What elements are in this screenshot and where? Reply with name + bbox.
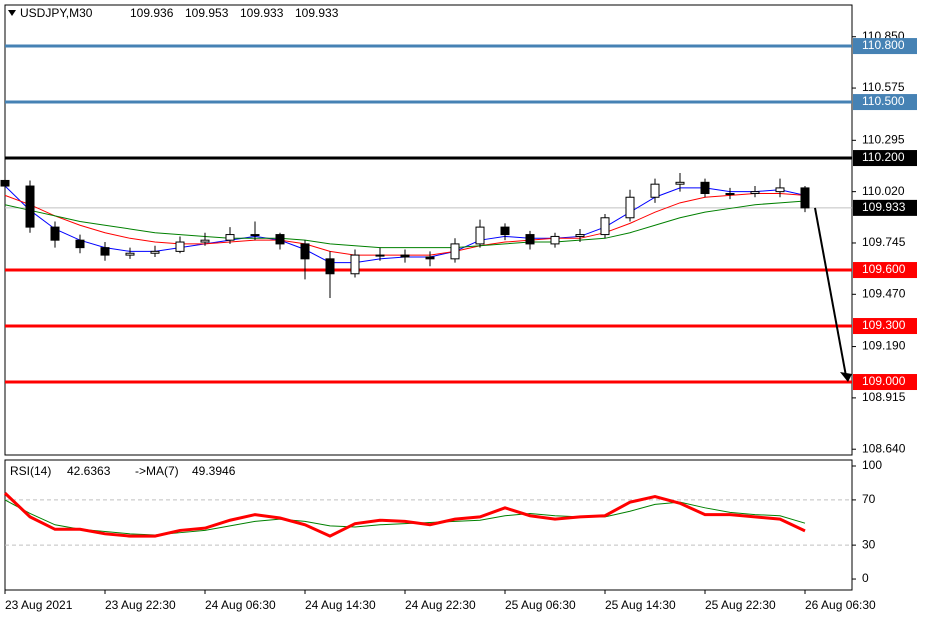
- level-label: 110.800: [862, 38, 905, 52]
- x-tick-label: 24 Aug 22:30: [405, 598, 476, 612]
- level-label: 109.300: [862, 318, 906, 332]
- rsi-y-tick-label: 0: [862, 571, 869, 585]
- level-label-box: [853, 262, 917, 279]
- moving-average: [4, 200, 806, 249]
- candle-body: [375, 254, 385, 257]
- level-label: 109.600: [862, 262, 906, 276]
- candle-body: [250, 234, 260, 237]
- candle-body: [350, 254, 360, 275]
- price-panel-frame: [4, 4, 853, 456]
- rsi-legend-value: 42.6363: [67, 464, 111, 478]
- rsi-legend-name: ->MA(7): [135, 464, 179, 478]
- x-tick-label: 23 Aug 2021: [5, 598, 73, 612]
- forecast-arrow: [814, 207, 847, 377]
- x-tick-label: 25 Aug 14:30: [605, 598, 676, 612]
- rsi-line: [4, 499, 806, 536]
- y-tick-label: 108.640: [862, 441, 906, 455]
- x-tick-label: 25 Aug 22:30: [705, 598, 776, 612]
- rsi-line: [3, 492, 806, 538]
- candle-body: [125, 252, 135, 256]
- symbol-menu-icon[interactable]: [8, 10, 16, 16]
- candle-body: [0, 179, 10, 187]
- rsi-legend-value: 49.3946: [192, 464, 236, 478]
- candle-body: [25, 185, 35, 228]
- quote-value: 109.953: [185, 6, 229, 20]
- candle-body: [200, 239, 210, 243]
- rsi-panel-frame: [4, 459, 853, 591]
- level-label-box: [853, 374, 917, 391]
- chart-title: USDJPY,M30: [20, 6, 93, 20]
- candle-body: [525, 234, 535, 245]
- y-tick-label: 109.470: [862, 286, 906, 300]
- level-label: 110.200: [862, 150, 905, 164]
- candle-body: [300, 243, 310, 260]
- candle-body: [600, 217, 610, 236]
- quote-value: 109.933: [240, 6, 284, 20]
- candle-body: [425, 256, 435, 260]
- candle-body: [100, 247, 110, 256]
- last-price-label: 109.933: [862, 200, 906, 214]
- rsi-y-tick-label: 100: [862, 458, 882, 472]
- candle-body: [675, 181, 685, 185]
- y-tick-label: 108.915: [862, 390, 906, 404]
- level-label-box: [853, 150, 917, 167]
- y-tick-label: 109.745: [862, 235, 906, 249]
- level-label-box: [853, 94, 917, 111]
- candle-body: [50, 226, 60, 241]
- x-tick-label: 23 Aug 22:30: [105, 598, 176, 612]
- x-tick-label: 25 Aug 06:30: [505, 598, 576, 612]
- y-tick-label: 110.020: [862, 184, 905, 198]
- rsi-y-tick-label: 70: [862, 492, 876, 506]
- candle-body: [700, 181, 710, 195]
- rsi-legend-name: RSI(14): [10, 464, 51, 478]
- candle-body: [150, 250, 160, 254]
- candle-body: [650, 183, 660, 198]
- candle-body: [625, 196, 635, 219]
- candle-body: [800, 187, 810, 209]
- candle-body: [400, 254, 410, 258]
- level-label: 109.000: [862, 374, 906, 388]
- forecast-arrowhead: [840, 372, 852, 383]
- level-label-box: [853, 318, 917, 335]
- candle-body: [275, 234, 285, 245]
- candle-body: [325, 258, 335, 275]
- candle-body: [775, 187, 785, 193]
- candle-body: [175, 241, 185, 252]
- y-tick-label: 110.295: [862, 132, 905, 146]
- last-price-box: [853, 199, 917, 216]
- rsi-y-tick-label: 30: [862, 537, 876, 551]
- candle-body: [475, 226, 485, 245]
- candle-body: [450, 243, 460, 260]
- quote-value: 109.933: [295, 6, 339, 20]
- level-label: 110.500: [862, 94, 905, 108]
- candle-body: [750, 191, 760, 195]
- x-tick-label: 24 Aug 06:30: [205, 598, 276, 612]
- candle-body: [500, 226, 510, 236]
- candle-body: [725, 193, 735, 196]
- y-tick-label: 110.575: [862, 80, 905, 94]
- quote-value: 109.936: [130, 6, 174, 20]
- x-tick-label: 26 Aug 06:30: [805, 598, 876, 612]
- candle-body: [550, 235, 560, 245]
- candle-body: [225, 234, 235, 241]
- level-label-box: [853, 38, 917, 55]
- y-tick-label: 109.190: [862, 339, 906, 353]
- candle-body: [75, 239, 85, 249]
- candle-body: [575, 234, 585, 237]
- x-tick-label: 24 Aug 14:30: [305, 598, 376, 612]
